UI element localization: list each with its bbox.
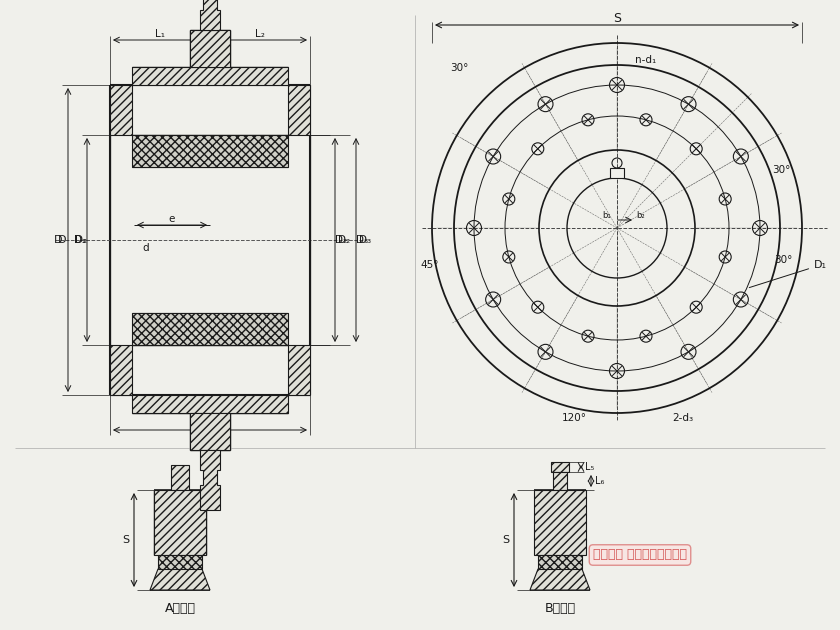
Text: b₁: b₁ xyxy=(602,210,612,219)
Polygon shape xyxy=(132,395,288,413)
Text: D: D xyxy=(58,235,66,245)
Text: n-d₁: n-d₁ xyxy=(635,55,656,65)
Text: A型结构: A型结构 xyxy=(165,602,196,614)
Text: L₆: L₆ xyxy=(596,476,605,486)
Polygon shape xyxy=(150,569,210,590)
Text: e: e xyxy=(169,214,176,224)
Text: D₃: D₃ xyxy=(359,235,371,245)
Polygon shape xyxy=(190,413,230,450)
Polygon shape xyxy=(154,490,206,555)
Text: S: S xyxy=(123,535,129,545)
Polygon shape xyxy=(534,490,586,555)
Polygon shape xyxy=(132,313,288,345)
Text: 30°: 30° xyxy=(450,63,469,73)
Text: B型结构: B型结构 xyxy=(544,602,575,614)
Polygon shape xyxy=(200,450,220,510)
Polygon shape xyxy=(158,555,202,569)
Text: 30°: 30° xyxy=(774,255,792,265)
Text: L₄: L₄ xyxy=(215,60,225,70)
Polygon shape xyxy=(530,569,590,590)
Text: D₁: D₁ xyxy=(749,260,827,287)
Text: D₂: D₂ xyxy=(335,235,347,245)
Polygon shape xyxy=(551,462,569,472)
Polygon shape xyxy=(200,0,220,30)
Polygon shape xyxy=(538,555,582,569)
Text: L₂: L₂ xyxy=(255,29,265,39)
Polygon shape xyxy=(110,85,132,395)
Text: d: d xyxy=(143,243,150,253)
Text: D: D xyxy=(54,235,62,245)
Polygon shape xyxy=(132,135,288,167)
Polygon shape xyxy=(553,472,567,490)
Text: 2-d₃: 2-d₃ xyxy=(672,413,693,423)
Polygon shape xyxy=(171,465,189,490)
Text: S: S xyxy=(613,11,621,25)
Text: D₂: D₂ xyxy=(74,235,86,245)
Text: D₃: D₃ xyxy=(356,235,368,245)
Text: b₂: b₂ xyxy=(637,210,645,219)
Text: L: L xyxy=(207,431,213,441)
Text: D₂: D₂ xyxy=(75,235,87,245)
Text: L₅: L₅ xyxy=(585,462,595,472)
Text: 120°: 120° xyxy=(562,413,587,423)
Text: S: S xyxy=(502,535,510,545)
Polygon shape xyxy=(190,30,230,67)
Text: L₁: L₁ xyxy=(155,29,165,39)
Text: 45°: 45° xyxy=(420,260,438,270)
Text: L₃: L₃ xyxy=(195,46,205,56)
Polygon shape xyxy=(288,85,310,395)
Polygon shape xyxy=(132,67,288,85)
Text: 版权所有 侵权必被严厉追究: 版权所有 侵权必被严厉追究 xyxy=(593,549,687,561)
Text: D₂: D₂ xyxy=(338,235,350,245)
Bar xyxy=(610,168,624,178)
Text: 30°: 30° xyxy=(772,165,790,175)
